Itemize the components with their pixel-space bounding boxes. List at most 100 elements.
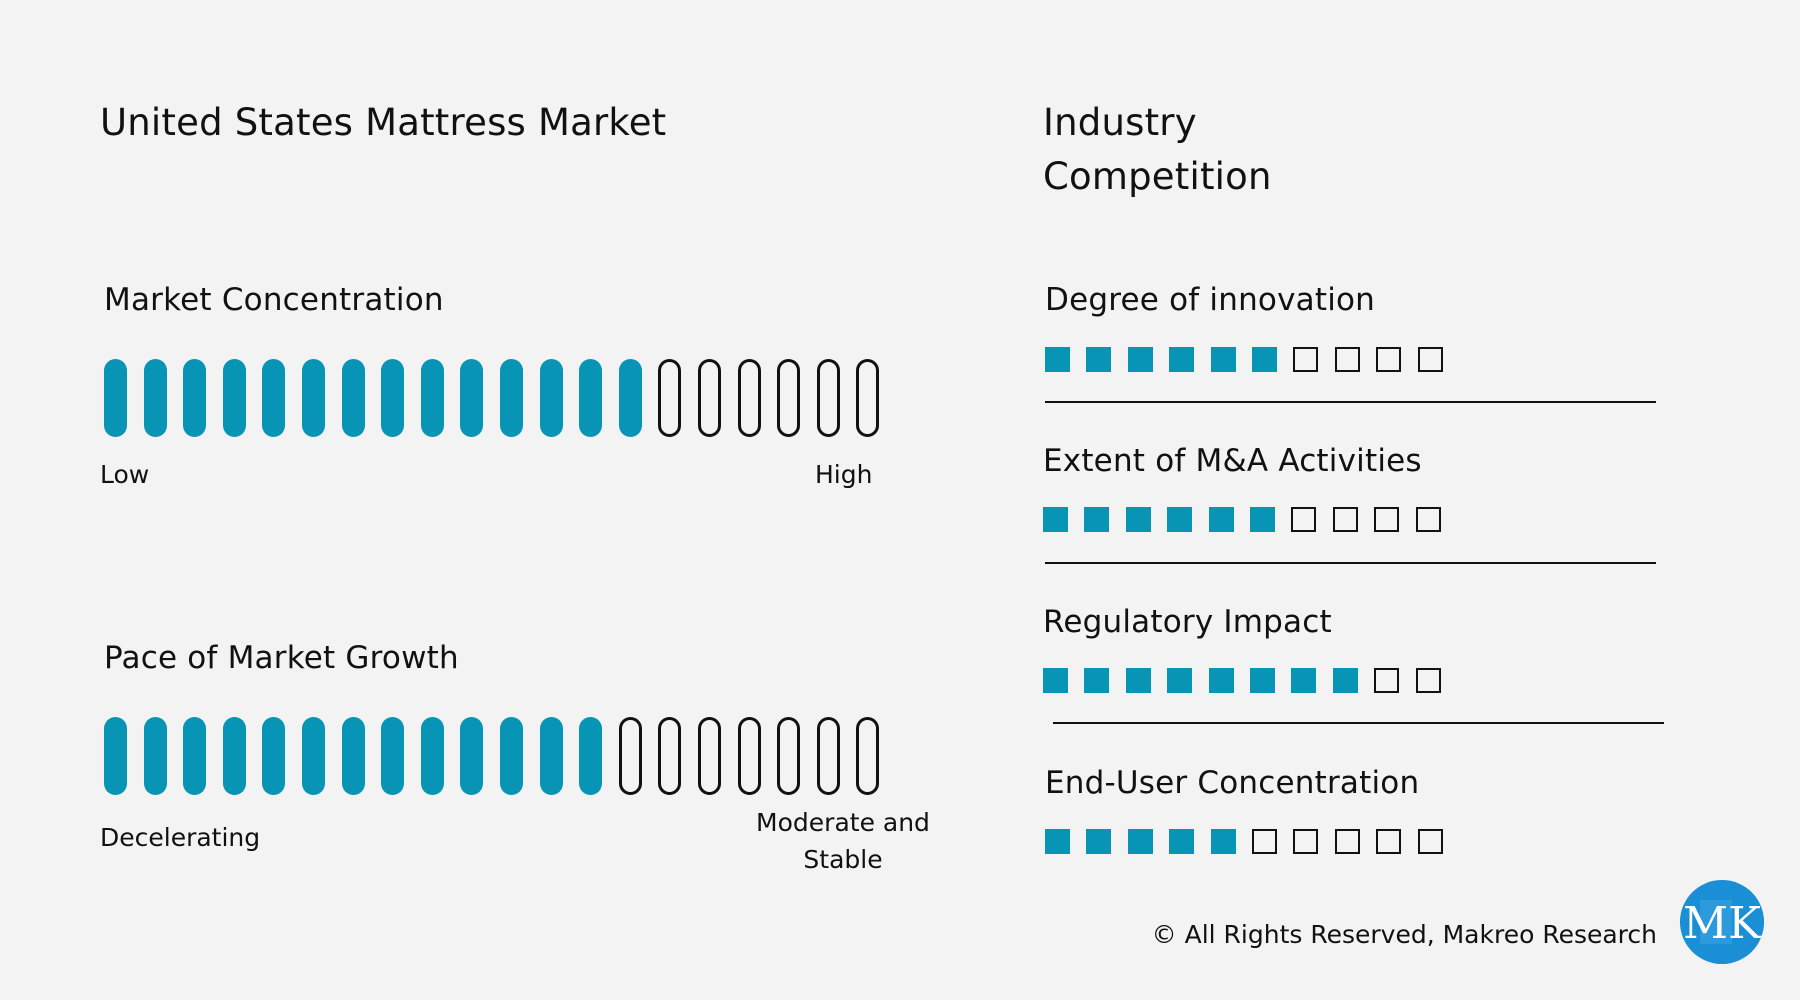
- meter-bar-filled: [341, 717, 365, 795]
- rating-square-filled: [1167, 668, 1193, 693]
- meter-bar-filled: [262, 359, 286, 437]
- rating-square-empty: [1252, 829, 1277, 854]
- meter-bar-filled: [500, 359, 523, 437]
- logo-text: MK: [1683, 898, 1762, 949]
- meter-bar-filled: [539, 717, 563, 795]
- pace-of-growth-low-label: Decelerating: [100, 823, 261, 852]
- rating-square-empty: [1332, 507, 1358, 532]
- meter-bar-filled: [222, 359, 246, 437]
- meter-bar-filled: [420, 717, 444, 795]
- meter-bar-filled: [183, 359, 207, 437]
- divider: [1045, 562, 1656, 564]
- rating-square-filled: [1043, 668, 1068, 693]
- meter-bar-filled: [302, 717, 325, 795]
- meter-bar-filled: [381, 717, 405, 795]
- rating-square-filled: [1043, 507, 1068, 532]
- rating-square-filled: [1210, 347, 1236, 372]
- copyright-footer: © All Rights Reserved, Makreo Research: [1151, 920, 1657, 949]
- rating-square-filled: [1084, 507, 1110, 532]
- meter-bar-filled: [381, 359, 405, 437]
- meter-bar-filled: [262, 717, 286, 795]
- industry-competition-title-line-1: Industry: [1043, 101, 1197, 144]
- meter-bar-filled: [460, 717, 484, 795]
- rating-square-filled: [1250, 668, 1275, 693]
- competition-item-rating: [1045, 347, 1445, 373]
- meter-bar-empty: [658, 359, 682, 437]
- meter-bar-empty: [618, 717, 642, 795]
- meter-bar-filled: [460, 359, 484, 437]
- rating-square-filled: [1252, 347, 1277, 372]
- market-concentration-high-label: High: [815, 460, 873, 489]
- page-title: United States Mattress Market: [100, 101, 667, 144]
- meter-bar-filled: [618, 359, 642, 437]
- meter-bar-empty: [698, 359, 721, 437]
- meter-bar-filled: [579, 359, 603, 437]
- rating-square-filled: [1127, 347, 1153, 372]
- rating-square-empty: [1293, 347, 1319, 372]
- rating-square-empty: [1374, 668, 1400, 693]
- meter-bar-filled: [143, 359, 167, 437]
- rating-square-filled: [1169, 347, 1195, 372]
- pace-of-growth-high-label-line-1: Moderate and: [756, 808, 930, 837]
- rating-square-empty: [1417, 347, 1443, 372]
- rating-square-filled: [1208, 507, 1234, 532]
- meter-bar-filled: [104, 359, 127, 437]
- meter-bar-filled: [104, 717, 127, 795]
- rating-square-filled: [1127, 829, 1153, 854]
- meter-bar-empty: [777, 717, 801, 795]
- rating-square-empty: [1374, 507, 1400, 532]
- rating-square-filled: [1086, 829, 1112, 854]
- meter-bar-empty: [856, 717, 880, 795]
- pace-of-growth-high-label-line-2: Stable: [803, 845, 883, 874]
- competition-item-label: Regulatory Impact: [1043, 604, 1332, 640]
- meter-bar-empty: [816, 717, 840, 795]
- rating-square-filled: [1125, 668, 1151, 693]
- meter-bar-empty: [658, 717, 682, 795]
- meter-bar-filled: [539, 359, 563, 437]
- meter-bar-filled: [420, 359, 444, 437]
- competition-item-label: Degree of innovation: [1045, 282, 1376, 318]
- meter-bar-filled: [222, 717, 246, 795]
- rating-square-empty: [1334, 347, 1360, 372]
- pace-of-growth-meter: [104, 717, 884, 797]
- meter-bar-empty: [856, 359, 880, 437]
- meter-bar-empty: [698, 717, 721, 795]
- makreo-logo: MK: [1680, 880, 1764, 964]
- rating-square-empty: [1415, 507, 1441, 532]
- rating-square-filled: [1250, 507, 1275, 532]
- divider: [1045, 401, 1656, 403]
- rating-square-empty: [1334, 829, 1360, 854]
- rating-square-filled: [1084, 668, 1110, 693]
- meter-bar-filled: [341, 359, 365, 437]
- rating-square-filled: [1332, 668, 1358, 693]
- rating-square-filled: [1167, 507, 1193, 532]
- rating-square-empty: [1415, 668, 1441, 693]
- competition-item-rating: [1043, 507, 1443, 533]
- industry-competition-title: Industry Competition: [1043, 96, 1272, 204]
- rating-square-filled: [1045, 829, 1070, 854]
- rating-square-filled: [1210, 829, 1236, 854]
- meter-bar-empty: [777, 359, 801, 437]
- meter-bar-filled: [302, 359, 325, 437]
- meter-bar-empty: [816, 359, 840, 437]
- meter-bar-empty: [737, 359, 761, 437]
- competition-item-label: End-User Concentration: [1045, 765, 1420, 801]
- rating-square-filled: [1045, 347, 1070, 372]
- competition-item-rating: [1045, 829, 1445, 855]
- divider: [1053, 722, 1664, 724]
- makreo-logo-mark: MK: [1680, 880, 1764, 964]
- market-concentration-label: Market Concentration: [104, 282, 444, 318]
- meter-bar-empty: [737, 717, 761, 795]
- pace-of-growth-label: Pace of Market Growth: [104, 640, 459, 676]
- pace-of-growth-high-label: Moderate and Stable: [748, 804, 938, 878]
- rating-square-empty: [1417, 829, 1443, 854]
- rating-square-filled: [1125, 507, 1151, 532]
- market-concentration-low-label: Low: [100, 460, 150, 489]
- rating-square-empty: [1291, 507, 1317, 532]
- competition-item-rating: [1043, 668, 1443, 694]
- rating-square-filled: [1169, 829, 1195, 854]
- market-concentration-meter: [104, 359, 884, 439]
- meter-bar-filled: [143, 717, 167, 795]
- meter-bar-filled: [579, 717, 603, 795]
- meter-bar-filled: [183, 717, 207, 795]
